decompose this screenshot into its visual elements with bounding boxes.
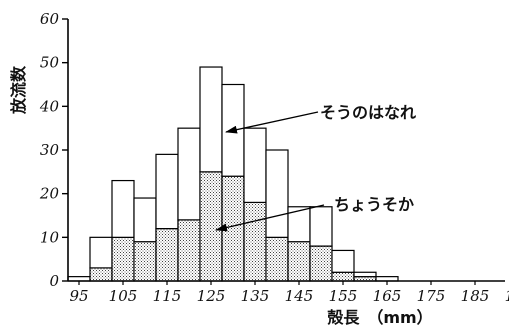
bar-lower-100 [89,267,113,282]
y-tick-label-10: 10 [40,228,60,246]
bar-upper-110 [133,197,157,243]
bar-upper-125 [199,66,223,173]
x-axis-label: 殻長 （mm） [327,308,432,327]
bar-upper-100 [89,236,113,269]
x-tick-label-105: 105 [109,287,138,305]
x-tick-label-165: 165 [373,287,402,305]
annotations-group: そうのはなれ ちょうそか [215,103,416,232]
y-ticks-group: 0 10 20 30 40 50 60 [39,10,68,290]
x-tick-label-95: 95 [69,287,88,305]
bar-lower-110 [133,241,157,282]
bar-upper-105 [111,179,135,238]
x-tick-label-155: 155 [329,287,358,305]
x-tick-label-195: 195 [505,287,509,305]
x-ticks-group: 95 105 115 125 135 145 155 165 175 185 195 [69,281,509,305]
bar-upper-140 [265,149,289,238]
bar-lower-155 [331,271,355,282]
bar-lower-135 [243,201,267,282]
annotation-arrow-dotted [215,204,325,232]
y-tick-label-30: 30 [40,141,60,159]
bar-lower-125 [199,171,223,282]
annotation-label-dotted: ちょうそか [334,195,414,214]
bar-lower-120 [177,219,201,282]
y-tick-label-40: 40 [39,97,60,115]
x-tick-label-135: 135 [241,287,270,305]
bar-upper-115 [155,153,179,230]
y-tick-label-20: 20 [39,185,60,203]
y-tick-label-60: 60 [40,10,60,28]
bar-upper-155 [331,249,355,273]
bar-upper-160 [353,271,377,278]
bar-lower-115 [155,228,179,282]
annotation-arrow-open [225,111,319,134]
annotation-label-open: そうのはなれ [320,103,416,122]
x-tick-label-125: 125 [197,287,226,305]
bar-upper-150 [309,206,333,247]
x-tick-label-145: 145 [285,287,314,305]
x-tick-label-175: 175 [417,287,446,305]
y-tick-label-0: 0 [49,272,59,290]
y-axis-label: 放流数 [9,65,28,115]
bar-upper-135 [243,127,267,204]
x-tick-label-115: 115 [153,287,182,305]
y-tick-label-50: 50 [40,54,60,72]
bar-lower-145 [287,241,311,282]
bar-lower-140 [265,236,289,282]
x-tick-label-185: 185 [461,287,490,305]
bar-lower-130 [221,175,245,282]
bar-upper-120 [177,127,201,221]
bar-lower-150 [309,245,333,282]
bar-lower-105 [111,236,135,282]
bars-group [67,66,399,282]
